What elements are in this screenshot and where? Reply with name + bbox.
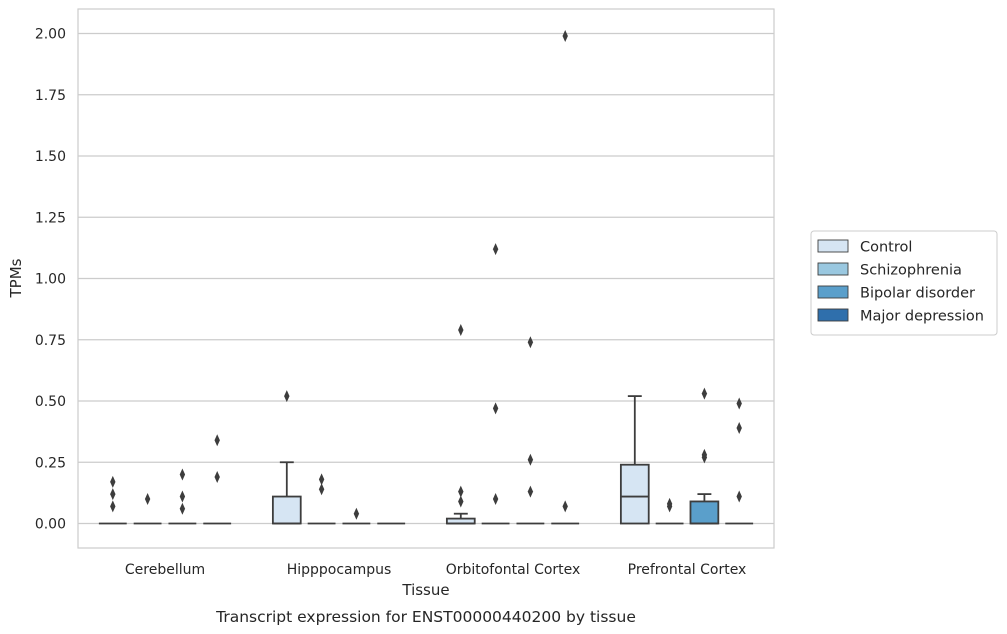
box-control [271, 390, 302, 525]
legend-label: Major depression [860, 309, 984, 325]
gridlines [78, 32, 774, 525]
x-axis-ticks: Cerebellum Hipppocampus Orbitofontal Corte… [125, 562, 746, 578]
legend-label: Schizophrenia [860, 263, 962, 279]
outlier-point [562, 500, 568, 513]
outlier-point [527, 485, 534, 498]
outlier-point [110, 500, 116, 513]
chart-caption: Transcript expression for ENST0000044020… [215, 608, 636, 626]
x-tick-label: Hipppocampus [287, 562, 392, 578]
box-bipolar-disorder [168, 468, 197, 525]
outlier-point [214, 434, 220, 447]
x-tick-label: Orbitofontal Cortex [446, 562, 581, 578]
box-body [619, 463, 650, 525]
y-tick-label: 1.00 [35, 272, 66, 288]
outlier-point [110, 488, 116, 501]
box-major-depression [551, 29, 580, 525]
y-tick-label: 0.25 [35, 455, 66, 471]
y-axis-ticks: 0.00 0.25 0.50 0.75 1.00 1.25 1.50 1.75 2.00 [35, 27, 66, 533]
outlier-point [458, 323, 464, 336]
x-tick-label: Prefrontal Cortex [628, 562, 747, 578]
outlier-point [527, 453, 534, 466]
outlier-point [318, 483, 325, 496]
y-axis-label: TPMs [7, 258, 25, 298]
legend-label: Bipolar disorder [860, 286, 975, 302]
box-groups [98, 29, 754, 525]
box-body [689, 500, 720, 525]
outlier-point [179, 468, 186, 481]
outlier-point [666, 500, 673, 513]
outlier-point [318, 473, 325, 486]
outlier-point [284, 390, 290, 403]
outlier-point [492, 402, 499, 415]
y-tick-label: 0.75 [35, 333, 66, 349]
y-tick-label: 2.00 [35, 27, 66, 43]
outlier-point [214, 470, 220, 483]
x-tick-label: Cerebellum [125, 562, 205, 578]
legend-label: Control [860, 240, 912, 256]
outlier-point [701, 451, 708, 464]
outlier-point [701, 387, 708, 400]
outlier-point [458, 485, 464, 498]
legend: Control Schizophrenia Bipolar disorder Majo… [810, 230, 998, 336]
box-schizophrenia [133, 493, 162, 525]
y-tick-label: 1.50 [35, 149, 66, 165]
legend-swatch [817, 308, 849, 322]
outlier-point [492, 243, 499, 256]
box-bipolar-disorder [516, 336, 545, 525]
x-axis-label: Tissue [401, 581, 449, 599]
box-control [619, 395, 650, 525]
y-tick-label: 0.50 [35, 394, 66, 410]
box-control [98, 475, 127, 525]
outlier-point [562, 29, 568, 42]
outlier-point [492, 493, 499, 505]
outlier-point [527, 336, 534, 349]
outlier-point [179, 502, 186, 515]
legend-frame [810, 230, 998, 336]
box-body [271, 495, 302, 525]
box-schizophrenia [655, 497, 684, 525]
box-bipolar-disorder [342, 507, 371, 525]
box-major-depression [725, 397, 754, 525]
y-tick-label: 1.25 [35, 210, 66, 226]
legend-swatch [817, 239, 849, 253]
outlier-point [144, 493, 151, 505]
y-tick-label: 1.75 [35, 88, 66, 104]
legend-swatch [817, 262, 849, 276]
outlier-point [179, 490, 186, 503]
box-schizophrenia [481, 243, 510, 525]
legend-swatch [817, 285, 849, 299]
outlier-point [736, 421, 742, 434]
outlier-point [110, 475, 116, 488]
box-control [445, 323, 476, 525]
box-major-depression [203, 434, 232, 525]
y-tick-label: 0.00 [35, 517, 66, 533]
outlier-point [736, 490, 742, 503]
box-bipolar-disorder [689, 387, 720, 525]
outlier-point [353, 507, 360, 520]
box-schizophrenia [307, 473, 336, 525]
plot-area-frame [77, 8, 775, 549]
outlier-point [458, 495, 464, 508]
outlier-point [736, 397, 742, 410]
